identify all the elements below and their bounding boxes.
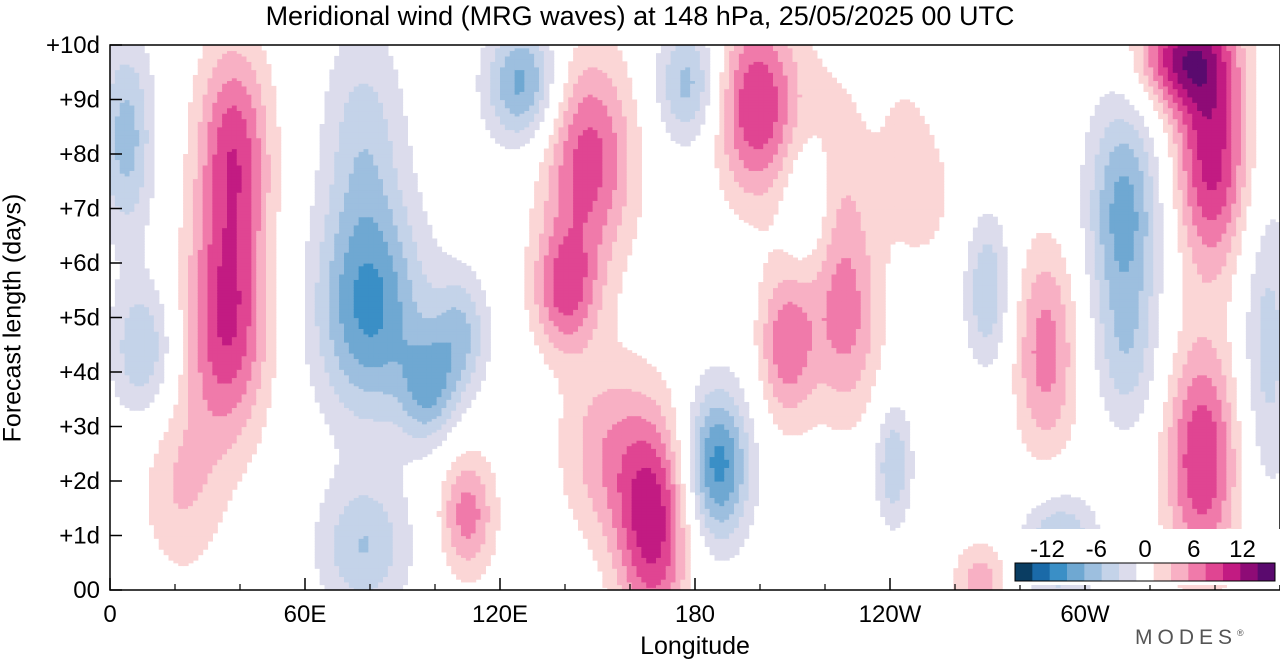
heatmap-cell — [154, 290, 159, 293]
heatmap-cell — [149, 467, 154, 470]
heatmap-cell — [173, 405, 178, 408]
heatmap-cell — [159, 304, 164, 307]
heatmap-cell — [154, 454, 159, 457]
heatmap-cell — [164, 337, 169, 340]
heatmap-cell — [144, 268, 149, 271]
heatmap-cell — [110, 307, 115, 310]
heatmap-field — [110, 45, 1280, 591]
heatmap-cell — [144, 53, 149, 56]
heatmap-cell — [149, 75, 154, 78]
heatmap-cell — [178, 228, 183, 231]
heatmap-cell — [183, 154, 188, 157]
heatmap-cell — [159, 440, 164, 443]
chart-svg: 0 60E 120E 180 120W 60W00+1d+2d+3d+4d+5d+6d+7… — [0, 0, 1280, 664]
heatmap-cell — [115, 279, 120, 282]
heatmap-cell — [178, 375, 183, 378]
heatmap-cell — [169, 418, 174, 421]
heatmap-cell — [149, 279, 154, 282]
heatmap-cell — [164, 432, 169, 435]
